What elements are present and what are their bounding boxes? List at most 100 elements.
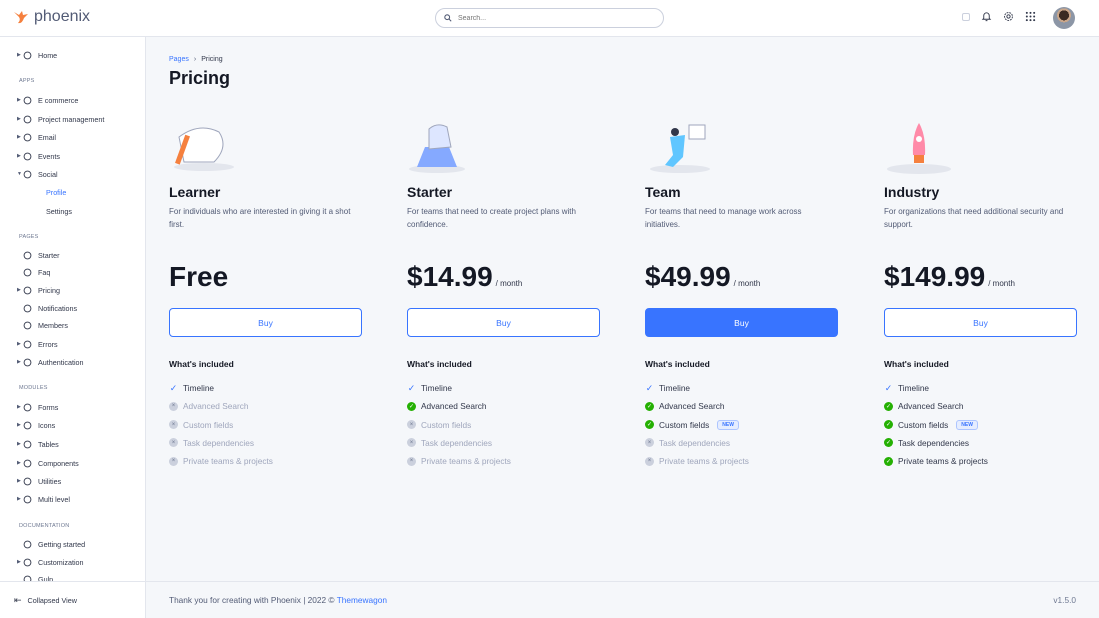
columns-icon xyxy=(23,440,32,449)
check-icon: ✓ xyxy=(645,382,654,393)
sidebar-item-e-commerce[interactable]: ▶ E commerce xyxy=(0,93,145,107)
caret-right-icon: ▶ xyxy=(17,52,21,58)
breadcrumb-pages-link[interactable]: Pages xyxy=(169,56,189,63)
sidebar-item-icons[interactable]: ▶ Icons xyxy=(0,418,145,432)
gulp-icon xyxy=(23,575,32,581)
feature-label: Timeline xyxy=(898,383,930,393)
plan-price: Free xyxy=(169,261,228,293)
sidebar-item-label: Tables xyxy=(38,439,59,449)
sidebar-item-label: Getting started xyxy=(38,539,86,549)
sidebar-item-label: Icons xyxy=(38,420,56,430)
sidebar-item-starter[interactable]: Starter xyxy=(0,248,145,262)
clipboard-icon xyxy=(23,115,32,124)
sidebar-item-getting-started[interactable]: Getting started xyxy=(0,537,145,551)
buy-button[interactable]: Buy xyxy=(884,308,1077,337)
feature-item: ✓ Timeline xyxy=(645,382,690,394)
sidebar-item-social[interactable]: ▼ Social xyxy=(0,167,145,181)
check-circle-icon: ✓ xyxy=(884,456,893,466)
gear-icon[interactable] xyxy=(1003,11,1014,22)
feature-label: Advanced Search xyxy=(183,401,249,412)
main-content: Pages › Pricing Pricing Learner For indiv… xyxy=(146,37,1099,581)
plan-price: $49.99/ month xyxy=(645,261,760,293)
feature-item: × Advanced Search xyxy=(169,401,249,411)
sidebar-item-settings[interactable]: Settings xyxy=(0,204,145,218)
sidebar-item-label: Profile xyxy=(46,187,67,197)
sidebar-item-components[interactable]: ▶ Components xyxy=(0,456,145,470)
collapse-arrow-icon: ⇤ xyxy=(14,594,22,605)
cart-icon xyxy=(23,96,32,105)
caret-right-icon: ▶ xyxy=(17,422,21,428)
sidebar-item-label: Settings xyxy=(46,206,72,216)
sidebar-item-multi-level[interactable]: ▶ Multi level xyxy=(0,492,145,506)
whats-included-heading: What's included xyxy=(884,359,949,369)
check-circle-icon: ✓ xyxy=(884,401,893,411)
price-amount: Free xyxy=(169,261,229,292)
x-circle-icon: × xyxy=(169,438,178,448)
plan-description: For teams that need to create project pl… xyxy=(407,207,576,229)
bell-icon[interactable] xyxy=(981,11,992,22)
sidebar-item-customization[interactable]: ▶ Customization xyxy=(0,555,145,569)
caret-right-icon: ▶ xyxy=(17,559,21,565)
brand-logo[interactable]: phoenix xyxy=(13,8,90,26)
sidebar-item-label: Starter xyxy=(38,250,60,260)
price-period: / month xyxy=(733,279,761,288)
feature-item: ✓ Custom fields NEW xyxy=(884,419,978,430)
mail-icon xyxy=(23,133,32,142)
plan-illustration xyxy=(169,117,362,184)
search-input[interactable] xyxy=(458,14,648,22)
feature-item: ✓ Private teams & projects xyxy=(884,456,988,466)
sidebar-item-members[interactable]: Members xyxy=(0,318,145,332)
sidebar-item-utilities[interactable]: ▶ Utilities xyxy=(0,474,145,488)
sidebar-item-authentication[interactable]: ▶ Authentication xyxy=(0,355,145,369)
collapse-view-button[interactable]: ⇤ Collapsed View xyxy=(0,581,145,618)
sidebar-section-label: MODULES xyxy=(19,385,48,391)
package-icon xyxy=(23,459,32,468)
sidebar: ▶ Home APPS ▶ E commerce ▶ Project management ▶… xyxy=(0,37,146,618)
check-circle-icon: ✓ xyxy=(884,420,893,430)
price-period: / month xyxy=(495,279,523,288)
plan-description: For individuals who are interested in gi… xyxy=(169,207,351,229)
pricing-card-team: Team For teams that need to manage work a… xyxy=(645,117,838,466)
user-avatar[interactable] xyxy=(1053,7,1075,29)
pricing-card-learner: Learner For individuals who are intereste… xyxy=(169,117,362,466)
sidebar-item-home[interactable]: ▶ Home xyxy=(0,48,145,62)
sidebar-item-errors[interactable]: ▶ Errors xyxy=(0,337,145,351)
sidebar-item-project-management[interactable]: ▶ Project management xyxy=(0,112,145,126)
theme-toggle-icon[interactable] xyxy=(962,12,970,21)
sidebar-item-tables[interactable]: ▶ Tables xyxy=(0,437,145,451)
buy-button[interactable]: Buy xyxy=(407,308,600,337)
sidebar-item-label: Notifications xyxy=(38,303,78,313)
sidebar-item-label: Errors xyxy=(38,339,58,349)
feature-item: ✓ Advanced Search xyxy=(407,401,487,411)
sidebar-nav: ▶ Home APPS ▶ E commerce ▶ Project management ▶… xyxy=(0,37,145,581)
whats-included-heading: What's included xyxy=(407,359,472,369)
themewagon-link[interactable]: Themewagon xyxy=(336,595,387,605)
plan-name: Team xyxy=(645,184,681,200)
sidebar-item-email[interactable]: ▶ Email xyxy=(0,130,145,144)
x-circle-icon: × xyxy=(645,438,654,448)
apps-grid-icon[interactable] xyxy=(1025,11,1036,22)
price-amount: $49.99 xyxy=(645,261,731,292)
sidebar-item-events[interactable]: ▶ Events xyxy=(0,149,145,163)
feature-label: Advanced Search xyxy=(421,401,487,412)
buy-button[interactable]: Buy xyxy=(169,308,362,337)
feature-item: × Task dependencies xyxy=(407,438,492,448)
feature-label: Private teams & projects xyxy=(421,456,511,467)
sidebar-item-faq[interactable]: Faq xyxy=(0,265,145,279)
sidebar-item-notifications[interactable]: Notifications xyxy=(0,301,145,315)
feature-label: Custom fields xyxy=(421,419,472,430)
sidebar-item-pricing[interactable]: ▶ Pricing xyxy=(0,283,145,297)
sidebar-item-label: Faq xyxy=(38,267,51,277)
sidebar-item-profile[interactable]: Profile xyxy=(0,185,145,199)
feature-label: Task dependencies xyxy=(898,437,970,448)
feature-label: Custom fields xyxy=(659,419,710,430)
sidebar-item-label: Pricing xyxy=(38,285,60,295)
caret-right-icon: ▶ xyxy=(17,287,21,293)
x-circle-icon: × xyxy=(407,420,416,430)
sidebar-item-forms[interactable]: ▶ Forms xyxy=(0,400,145,414)
footer: Thank you for creating with Phoenix | 20… xyxy=(146,581,1099,618)
sidebar-item-label: Utilities xyxy=(38,476,62,486)
search-box[interactable] xyxy=(435,8,664,28)
buy-button[interactable]: Buy xyxy=(645,308,838,337)
sidebar-item-gulp[interactable]: Gulp xyxy=(0,572,145,581)
